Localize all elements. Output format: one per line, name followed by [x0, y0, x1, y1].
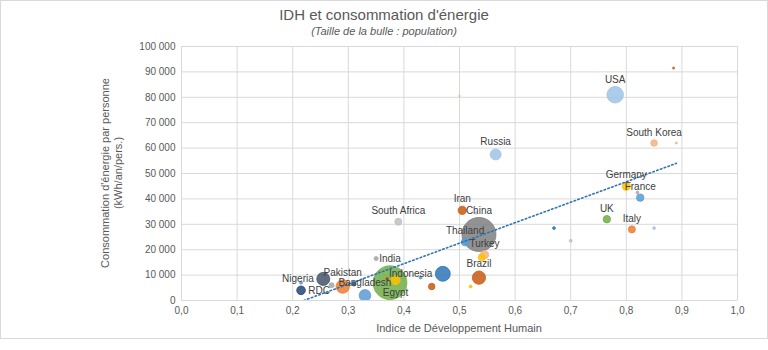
svg-text:80 000: 80 000 [145, 92, 176, 103]
svg-text:0,6: 0,6 [508, 305, 522, 316]
svg-text:Bangladesh: Bangladesh [339, 277, 392, 288]
svg-text:0,8: 0,8 [619, 305, 633, 316]
svg-text:Thailand: Thailand [446, 225, 484, 236]
svg-text:USA: USA [605, 74, 626, 85]
svg-text:India: India [379, 253, 401, 264]
svg-text:0,3: 0,3 [341, 305, 355, 316]
svg-text:South Africa: South Africa [371, 205, 425, 216]
svg-text:Nigeria: Nigeria [282, 273, 314, 284]
svg-text:0,4: 0,4 [397, 305, 411, 316]
svg-text:0,7: 0,7 [564, 305, 578, 316]
svg-text:20 000: 20 000 [145, 244, 176, 255]
svg-text:UK: UK [600, 203, 614, 214]
svg-text:60 000: 60 000 [145, 142, 176, 153]
svg-text:Germany: Germany [606, 169, 647, 180]
svg-text:0: 0 [170, 295, 176, 306]
svg-text:30 000: 30 000 [145, 219, 176, 230]
svg-text:Indice de Développement Humain: Indice de Développement Humain [376, 322, 542, 334]
svg-text:South Korea: South Korea [626, 127, 682, 138]
svg-text:Turkey: Turkey [469, 238, 499, 249]
svg-text:Iran: Iran [454, 193, 471, 204]
svg-text:Egypt: Egypt [383, 287, 409, 298]
svg-text:40 000: 40 000 [145, 193, 176, 204]
svg-text:0,9: 0,9 [675, 305, 689, 316]
svg-text:Brazil: Brazil [466, 258, 491, 269]
svg-text:France: France [625, 181, 657, 192]
svg-text:90 000: 90 000 [145, 66, 176, 77]
svg-text:100 000: 100 000 [139, 41, 176, 52]
svg-text:China: China [466, 205, 493, 216]
svg-text:1,0: 1,0 [731, 305, 745, 316]
svg-text:Consommation d'énergie par per: Consommation d'énergie par personne(kWh/… [99, 78, 124, 268]
svg-text:0,1: 0,1 [230, 305, 244, 316]
svg-text:50 000: 50 000 [145, 168, 176, 179]
svg-text:Indonesia: Indonesia [389, 268, 433, 279]
svg-text:Russia: Russia [480, 136, 511, 147]
svg-text:RDC: RDC [308, 285, 330, 296]
svg-text:Pakistan: Pakistan [323, 267, 362, 278]
svg-text:0,0: 0,0 [175, 305, 189, 316]
svg-text:0,2: 0,2 [286, 305, 300, 316]
svg-text:10 000: 10 000 [145, 269, 176, 280]
svg-text:0,5: 0,5 [453, 305, 467, 316]
html-text:IDH et consommation d'énergie: IDH et consommation d'énergie [279, 6, 489, 23]
svg-text:Italy: Italy [623, 213, 641, 224]
svg-text:70 000: 70 000 [145, 117, 176, 128]
html-text:(Taille de la bulle : populati: (Taille de la bulle : population) [311, 25, 457, 37]
